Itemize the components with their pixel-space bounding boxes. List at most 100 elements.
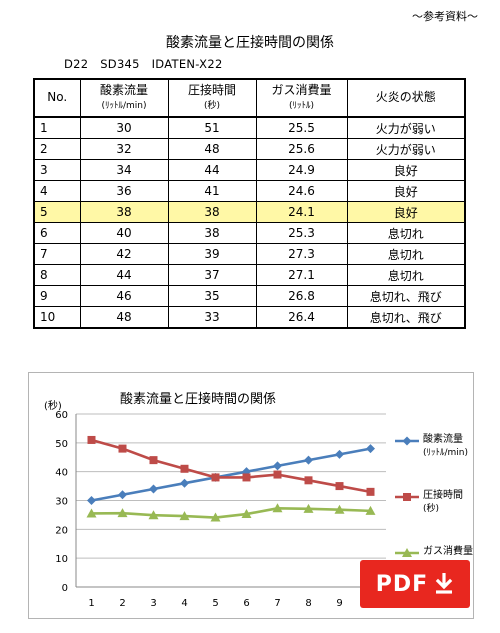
data-point xyxy=(304,455,313,465)
data-point xyxy=(335,449,344,459)
table-cell-flame: 息切れ、飛び xyxy=(346,306,466,329)
data-point xyxy=(335,482,344,491)
header-unit: (ﾘｯﾄﾙ) xyxy=(288,101,315,111)
data-point xyxy=(118,444,127,453)
table-cell-flow: 48 xyxy=(79,306,169,329)
table-row: 5 38 38 24.1 良好 xyxy=(33,201,466,223)
legend-name: 圧接時間 xyxy=(423,490,463,501)
legend-marker xyxy=(402,436,412,446)
x-tick-label: 1 xyxy=(88,598,94,609)
table-cell-flame: 火力が弱い xyxy=(346,138,466,160)
y-tick-label: 0 xyxy=(62,583,68,594)
header-cell: 火炎の状態 xyxy=(346,78,466,118)
table-cell-flame: 息切れ、飛び xyxy=(346,285,466,307)
data-point xyxy=(149,456,158,465)
table-body: 1 30 51 25.5 火力が弱い 2 32 48 25.6 火力が弱い 3 34 44 24.9 良好 4… xyxy=(33,116,466,329)
table-cell-gas: 26.4 xyxy=(255,306,348,329)
data-point xyxy=(149,484,158,494)
table-cell-time: 38 xyxy=(167,201,257,223)
data-point xyxy=(273,461,282,471)
table-header-row: No. 酸素流量 (ﾘｯﾄﾙ/min) 圧接時間 (秒) ガス消費量 (ﾘｯﾄﾙ) 火炎の状態 xyxy=(33,78,466,118)
data-point xyxy=(87,496,96,505)
data-point xyxy=(365,505,376,515)
table-row: 1 30 51 25.5 火力が弱い xyxy=(33,116,466,139)
page-title: 酸素流量と圧接時間の関係 xyxy=(166,35,334,51)
series-line-1 xyxy=(91,447,371,502)
legend-name: 酸素流量 xyxy=(423,434,463,445)
header-label: 火炎の状態 xyxy=(375,90,436,105)
table-row: 10 48 33 26.4 息切れ、飛び xyxy=(33,306,466,329)
legend-marker xyxy=(402,548,412,557)
y-tick-label: 10 xyxy=(55,554,68,565)
data-point xyxy=(241,509,252,519)
data-point xyxy=(366,444,375,454)
data-point xyxy=(366,487,375,496)
data-point xyxy=(273,470,282,479)
data-point xyxy=(334,504,345,514)
legend-entry: ガス消費量 xyxy=(423,546,473,559)
y-tick-label: 40 xyxy=(55,468,68,479)
header-unit: (ﾘｯﾄﾙ/min) xyxy=(101,101,147,111)
table-cell-no: 5 xyxy=(33,201,81,223)
y-axis-unit: (秒) xyxy=(44,401,62,412)
table-cell-flame: 良好 xyxy=(346,201,466,223)
legend-marker xyxy=(403,493,411,501)
legend-unit: (秒) xyxy=(423,503,440,514)
y-tick-label: 20 xyxy=(55,525,68,536)
table-cell-no: 10 xyxy=(33,306,81,329)
y-tick-label: 60 xyxy=(55,410,68,421)
data-point xyxy=(211,473,220,482)
data-table: No. 酸素流量 (ﾘｯﾄﾙ/min) 圧接時間 (秒) ガス消費量 (ﾘｯﾄﾙ) 火炎の状態… xyxy=(33,78,466,329)
header-unit: (秒) xyxy=(203,101,221,111)
x-tick-label: 8 xyxy=(305,598,311,609)
data-point xyxy=(210,512,221,522)
x-tick-label: 6 xyxy=(243,598,249,609)
download-arrow-icon xyxy=(435,573,453,594)
data-point xyxy=(304,476,313,485)
data-point xyxy=(117,508,128,518)
header-cell: ガス消費量 (ﾘｯﾄﾙ) xyxy=(255,78,348,118)
chart-title: 酸素流量と圧接時間の関係 xyxy=(119,392,276,407)
table-cell-flame: 良好 xyxy=(346,159,466,181)
legend-entry: 酸素流量 (ﾘｯﾄﾙ/min) xyxy=(423,434,468,459)
table-cell-flow: 46 xyxy=(79,285,169,307)
data-point xyxy=(118,490,127,500)
data-point xyxy=(242,473,251,482)
x-tick-label: 3 xyxy=(150,598,156,609)
data-point xyxy=(180,478,189,488)
table-cell-gas: 24.6 xyxy=(255,180,348,202)
data-point xyxy=(303,503,314,513)
spec-line: D22 SD345 IDATEN-X22 xyxy=(64,57,223,71)
pdf-download-button[interactable]: PDF xyxy=(360,560,470,608)
data-point xyxy=(86,508,97,518)
header-label: 圧接時間 xyxy=(187,83,236,98)
data-point xyxy=(180,464,189,473)
x-tick-label: 7 xyxy=(274,598,280,609)
y-tick-label: 50 xyxy=(55,439,68,450)
reference-note: ～参考資料～ xyxy=(412,10,478,23)
header-label: No. xyxy=(47,90,68,105)
table-cell-gas: 26.8 xyxy=(255,285,348,307)
table-row: 9 46 35 26.8 息切れ、飛び xyxy=(33,285,466,307)
data-point xyxy=(148,510,159,520)
header-cell: No. xyxy=(33,78,81,118)
data-point xyxy=(87,435,96,444)
header-cell: 圧接時間 (秒) xyxy=(167,78,257,118)
table-cell-gas: 24.1 xyxy=(255,201,348,223)
header-label: ガス消費量 xyxy=(271,83,332,98)
table-row: 4 36 41 24.6 良好 xyxy=(33,180,466,202)
y-tick-label: 30 xyxy=(55,497,68,508)
pdf-label: PDF xyxy=(375,571,429,597)
x-tick-label: 2 xyxy=(119,598,125,609)
table-cell-flow: 44 xyxy=(79,264,169,286)
legend-entry: 圧接時間 (秒) xyxy=(423,490,463,515)
header-label: 酸素流量 xyxy=(99,83,148,98)
x-tick-label: 9 xyxy=(336,598,342,609)
x-tick-label: 5 xyxy=(212,598,218,609)
legend-name: ガス消費量 xyxy=(423,546,473,557)
series-line-2 xyxy=(91,438,371,494)
series-line-3 xyxy=(91,506,371,519)
x-tick-label: 4 xyxy=(181,598,187,609)
header-cell: 酸素流量 (ﾘｯﾄﾙ/min) xyxy=(79,78,169,118)
legend-unit: (ﾘｯﾄﾙ/min) xyxy=(423,447,469,458)
